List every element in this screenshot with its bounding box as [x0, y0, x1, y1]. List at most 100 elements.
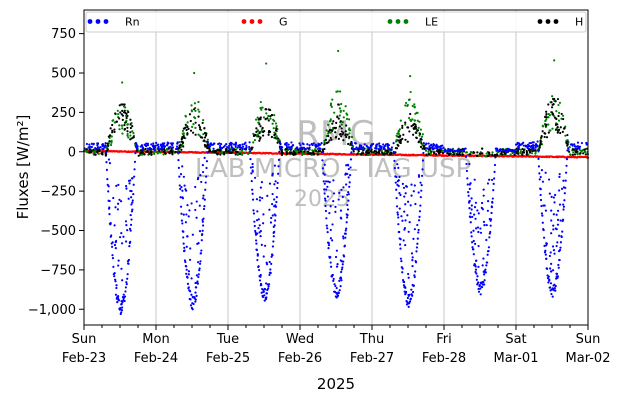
- rn-point: [344, 236, 347, 239]
- rn-point: [470, 204, 473, 207]
- rn-point: [342, 237, 345, 240]
- rn-point: [126, 277, 129, 280]
- rn-point: [194, 185, 197, 189]
- rn-point: [475, 278, 478, 281]
- le-point: [551, 95, 554, 98]
- h-point: [111, 131, 114, 134]
- rn-point: [546, 267, 549, 270]
- rn-point: [190, 277, 193, 280]
- rn-point: [126, 229, 129, 232]
- h-point: [113, 130, 116, 133]
- rn-point: [412, 237, 415, 240]
- rn-point: [326, 195, 330, 198]
- rn-point: [356, 147, 359, 151]
- le-point: [267, 114, 270, 118]
- h-point: [109, 127, 112, 130]
- rn-point: [359, 147, 363, 151]
- rn-point: [410, 252, 414, 255]
- rn-point: [550, 292, 553, 296]
- rn-point: [491, 197, 494, 200]
- rn-point: [571, 144, 574, 147]
- le-point: [336, 90, 339, 93]
- rn-point: [477, 244, 480, 248]
- le-point: [464, 151, 468, 154]
- le-point: [273, 131, 276, 134]
- h-point: [571, 153, 574, 156]
- rn-point: [251, 192, 254, 195]
- le-point: [558, 111, 561, 115]
- rn-point: [403, 195, 406, 198]
- rn-point: [575, 145, 578, 148]
- rn-point: [260, 243, 263, 247]
- rn-point: [130, 210, 134, 213]
- h-point: [258, 131, 261, 135]
- h-point: [334, 131, 337, 134]
- rn-point: [270, 216, 273, 220]
- rn-point: [488, 217, 491, 221]
- rn-point: [558, 258, 561, 262]
- le-point: [190, 125, 194, 128]
- rn-point: [122, 297, 125, 300]
- rn-point: [413, 228, 416, 231]
- rn-point: [468, 200, 471, 203]
- rn-point: [113, 224, 116, 227]
- rn-point: [270, 262, 273, 265]
- rn-point: [203, 205, 206, 208]
- le-point: [411, 118, 414, 121]
- rn-point: [312, 142, 315, 145]
- rn-point: [85, 142, 88, 146]
- h-point: [335, 135, 338, 139]
- le-point: [194, 126, 197, 129]
- h-point: [557, 128, 561, 131]
- legend-marker-rn: [103, 19, 109, 24]
- rn-point: [468, 187, 471, 190]
- h-point: [378, 152, 381, 155]
- le-point: [162, 153, 165, 156]
- rn-point: [347, 190, 350, 194]
- rn-point: [323, 163, 326, 166]
- rn-point: [395, 175, 398, 179]
- h-point: [397, 139, 400, 142]
- rn-point: [155, 141, 158, 144]
- le-point: [311, 149, 314, 152]
- h-point: [125, 116, 128, 120]
- rn-point: [342, 235, 345, 238]
- h-point: [416, 129, 420, 132]
- le-point: [491, 151, 494, 154]
- h-point: [473, 151, 476, 154]
- h-point: [334, 126, 338, 129]
- rn-point: [252, 212, 256, 215]
- rn-point: [378, 142, 381, 145]
- watermark: RMG LAB MICRO - IAG USP 2025: [195, 114, 471, 212]
- h-point: [344, 133, 347, 136]
- rn-point: [331, 239, 334, 242]
- h-point: [397, 135, 400, 138]
- h-point: [456, 153, 460, 156]
- rn-point: [350, 141, 353, 145]
- rn-point: [179, 196, 182, 199]
- h-point: [181, 135, 184, 139]
- x-tick-label-day: Mon: [142, 332, 169, 347]
- le-point: [417, 126, 420, 129]
- rn-point: [449, 148, 452, 151]
- le-point: [110, 135, 113, 138]
- rn-point: [129, 229, 132, 232]
- rn-point: [537, 165, 541, 168]
- rn-point: [125, 187, 128, 190]
- rn-point: [332, 179, 335, 182]
- rn-point: [319, 143, 322, 146]
- rn-point: [550, 262, 553, 265]
- rn-point: [114, 206, 117, 209]
- rn-point: [347, 176, 350, 179]
- rn-point: [121, 306, 124, 309]
- rn-point: [334, 284, 337, 288]
- rn-point: [412, 284, 415, 287]
- rn-point: [201, 229, 204, 232]
- rn-point: [489, 224, 492, 227]
- rn-point: [161, 145, 164, 148]
- h-point: [96, 150, 99, 154]
- rn-point: [186, 276, 189, 279]
- rn-point: [145, 145, 148, 148]
- y-tick-label: −250: [40, 185, 76, 200]
- h-point: [433, 152, 436, 155]
